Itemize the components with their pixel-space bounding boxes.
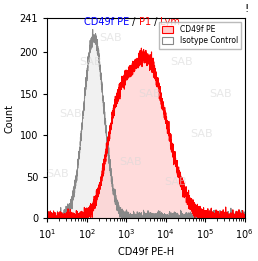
Y-axis label: Count: Count: [4, 104, 14, 133]
Text: SAB: SAB: [60, 109, 82, 119]
Text: SAB: SAB: [190, 129, 213, 139]
Text: SAB: SAB: [170, 57, 193, 67]
Text: SAB: SAB: [119, 157, 141, 167]
Text: SAB: SAB: [79, 57, 102, 67]
Text: /: /: [129, 17, 139, 27]
Text: SAB: SAB: [164, 177, 187, 187]
Legend: CD49f PE, Isotype Control: CD49f PE, Isotype Control: [159, 22, 241, 49]
Text: /: /: [151, 17, 160, 27]
Text: !: !: [244, 4, 249, 14]
Text: Lym: Lym: [160, 17, 180, 27]
Text: SAB: SAB: [139, 89, 161, 99]
X-axis label: CD49f PE-H: CD49f PE-H: [118, 247, 174, 257]
Text: SAB: SAB: [210, 89, 232, 99]
Text: SAB: SAB: [46, 169, 68, 179]
Text: SAB: SAB: [99, 33, 122, 43]
Text: CD49f PE: CD49f PE: [84, 17, 129, 27]
Text: P1: P1: [139, 17, 151, 27]
